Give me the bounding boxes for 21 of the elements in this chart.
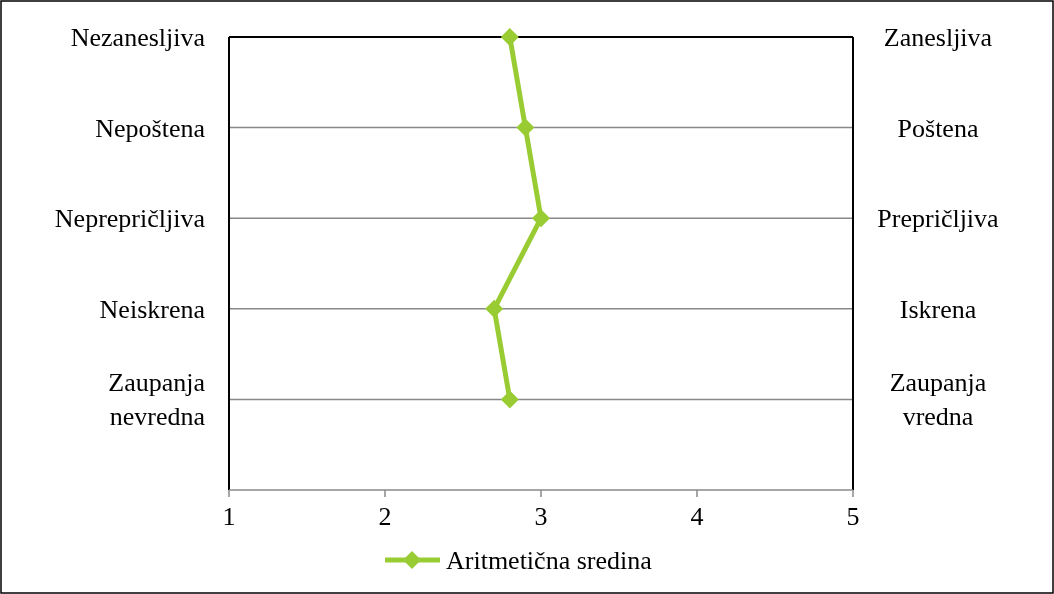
x-tick-label: 1: [222, 502, 236, 531]
point: [500, 390, 519, 409]
y-tick-label: Neiskrena: [99, 294, 206, 324]
x-tick-label: 5: [846, 502, 860, 531]
x-tick-label: 2: [378, 502, 392, 531]
y2-tick-label: Zanesljiva: [883, 22, 993, 52]
y-tick-label: Nepoštena: [95, 113, 206, 143]
y-tick-label: Neprepričljiva: [54, 203, 206, 233]
y2-tick-label: Prepričljiva: [877, 203, 1000, 233]
x-tick-label: 4: [690, 502, 704, 531]
y-tick-label: Nezanesljiva: [70, 22, 206, 52]
x-tick-label: 3: [534, 502, 548, 531]
y2-tick-label: Zaupanja vredna: [889, 367, 987, 431]
y2-tick-label: Poštena: [897, 113, 979, 143]
point: [516, 118, 535, 137]
y-tick-label: Zaupanja nevredna: [108, 367, 206, 431]
point: [485, 299, 504, 318]
point: [532, 209, 550, 228]
y2-tick-label: Iskrena: [899, 294, 977, 324]
legend-label: Aritmetična sredina: [446, 545, 653, 575]
point: [500, 28, 519, 46]
